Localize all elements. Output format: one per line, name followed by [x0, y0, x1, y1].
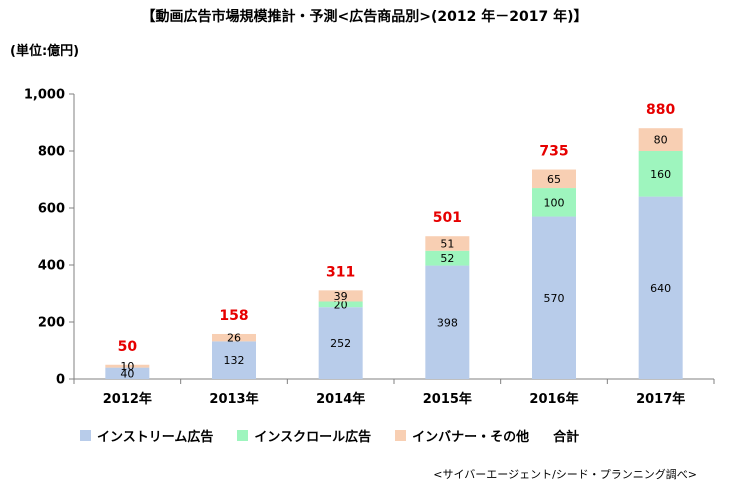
x-category-label: 2012年: [103, 391, 152, 407]
unit-label: (単位:億円): [10, 44, 80, 59]
bar-segment: [318, 290, 363, 302]
y-tick-label: 400: [38, 259, 65, 274]
bar-segment: [318, 307, 363, 379]
legend-item-instream: インストリーム広告: [80, 426, 213, 445]
bar-segment: [425, 265, 470, 379]
bar-segment: [105, 364, 150, 368]
bar-segment: [638, 128, 683, 151]
bar-value-label: 398: [437, 316, 458, 329]
y-tick-label: 800: [38, 145, 65, 160]
bar-segment: [318, 301, 363, 308]
bar-segment: [425, 250, 470, 266]
y-tick-label: 1,000: [24, 88, 65, 103]
bar-segment: [105, 367, 150, 379]
legend: インストリーム広告 インスクロール広告 インバナー・その他 合計: [80, 424, 603, 446]
x-category-label: 2017年: [636, 391, 685, 407]
bar-segment: [212, 341, 256, 379]
bar-value-label: 26: [227, 332, 241, 345]
x-category-label: 2015年: [423, 391, 472, 407]
source-note: <サイバーエージェント/シード・プランニング調べ>: [433, 468, 697, 481]
total-label: 501: [433, 210, 462, 226]
legend-item-inbanner: インバナー・その他: [395, 426, 529, 445]
bar-segment: [532, 169, 576, 189]
bar-value-label: 132: [224, 354, 245, 367]
bar-value-label: 80: [654, 134, 668, 147]
bar-value-label: 20: [334, 298, 348, 311]
bar-segment: [425, 236, 470, 251]
bar-value-label: 51: [440, 237, 454, 250]
bar-segment: [212, 333, 256, 342]
legend-label-inscroll: インスクロール広告: [254, 429, 372, 445]
bar-segment: [532, 216, 576, 379]
bar-value-label: 160: [650, 168, 671, 181]
total-label: 50: [118, 339, 138, 355]
total-label: 735: [539, 144, 568, 160]
legend-label-instream: インストリーム広告: [97, 429, 214, 445]
legend-swatch-inscroll: [237, 429, 249, 441]
x-category-label: 2016年: [529, 391, 578, 407]
bar-value-label: 10: [120, 360, 134, 373]
y-tick-label: 600: [38, 202, 65, 217]
y-tick-label: 200: [38, 316, 65, 331]
legend-item-total: 合計: [553, 426, 579, 445]
chart-title: 【動画広告市場規模推計・予測<広告商品別>(2012 年－2017 年)】: [141, 9, 588, 25]
y-tick-label: 0: [56, 373, 65, 388]
legend-item-inscroll: インスクロール広告: [237, 426, 371, 445]
total-label: 158: [219, 308, 248, 324]
bar-segment: [532, 188, 576, 217]
bar-value-label: 100: [544, 196, 565, 209]
x-category-label: 2014年: [316, 391, 365, 407]
bar-value-label: 39: [334, 290, 348, 303]
legend-swatch-inbanner: [395, 429, 407, 441]
bar-value-label: 65: [547, 173, 561, 186]
legend-label-total: 合計: [553, 429, 580, 445]
total-label: 880: [646, 102, 675, 118]
legend-swatch-instream: [80, 429, 91, 441]
bar-value-label: 640: [650, 282, 671, 295]
bar-value-label: 52: [440, 252, 454, 265]
bar-segment: [638, 151, 683, 197]
x-category-label: 2013年: [209, 391, 258, 407]
bar-segment: [638, 196, 683, 379]
legend-label-inbanner: インバナー・その他: [412, 429, 530, 445]
bar-value-label: 252: [330, 337, 351, 350]
bar-value-label: 570: [544, 292, 565, 305]
total-label: 311: [326, 264, 355, 280]
bar-value-label: 40: [120, 367, 134, 380]
